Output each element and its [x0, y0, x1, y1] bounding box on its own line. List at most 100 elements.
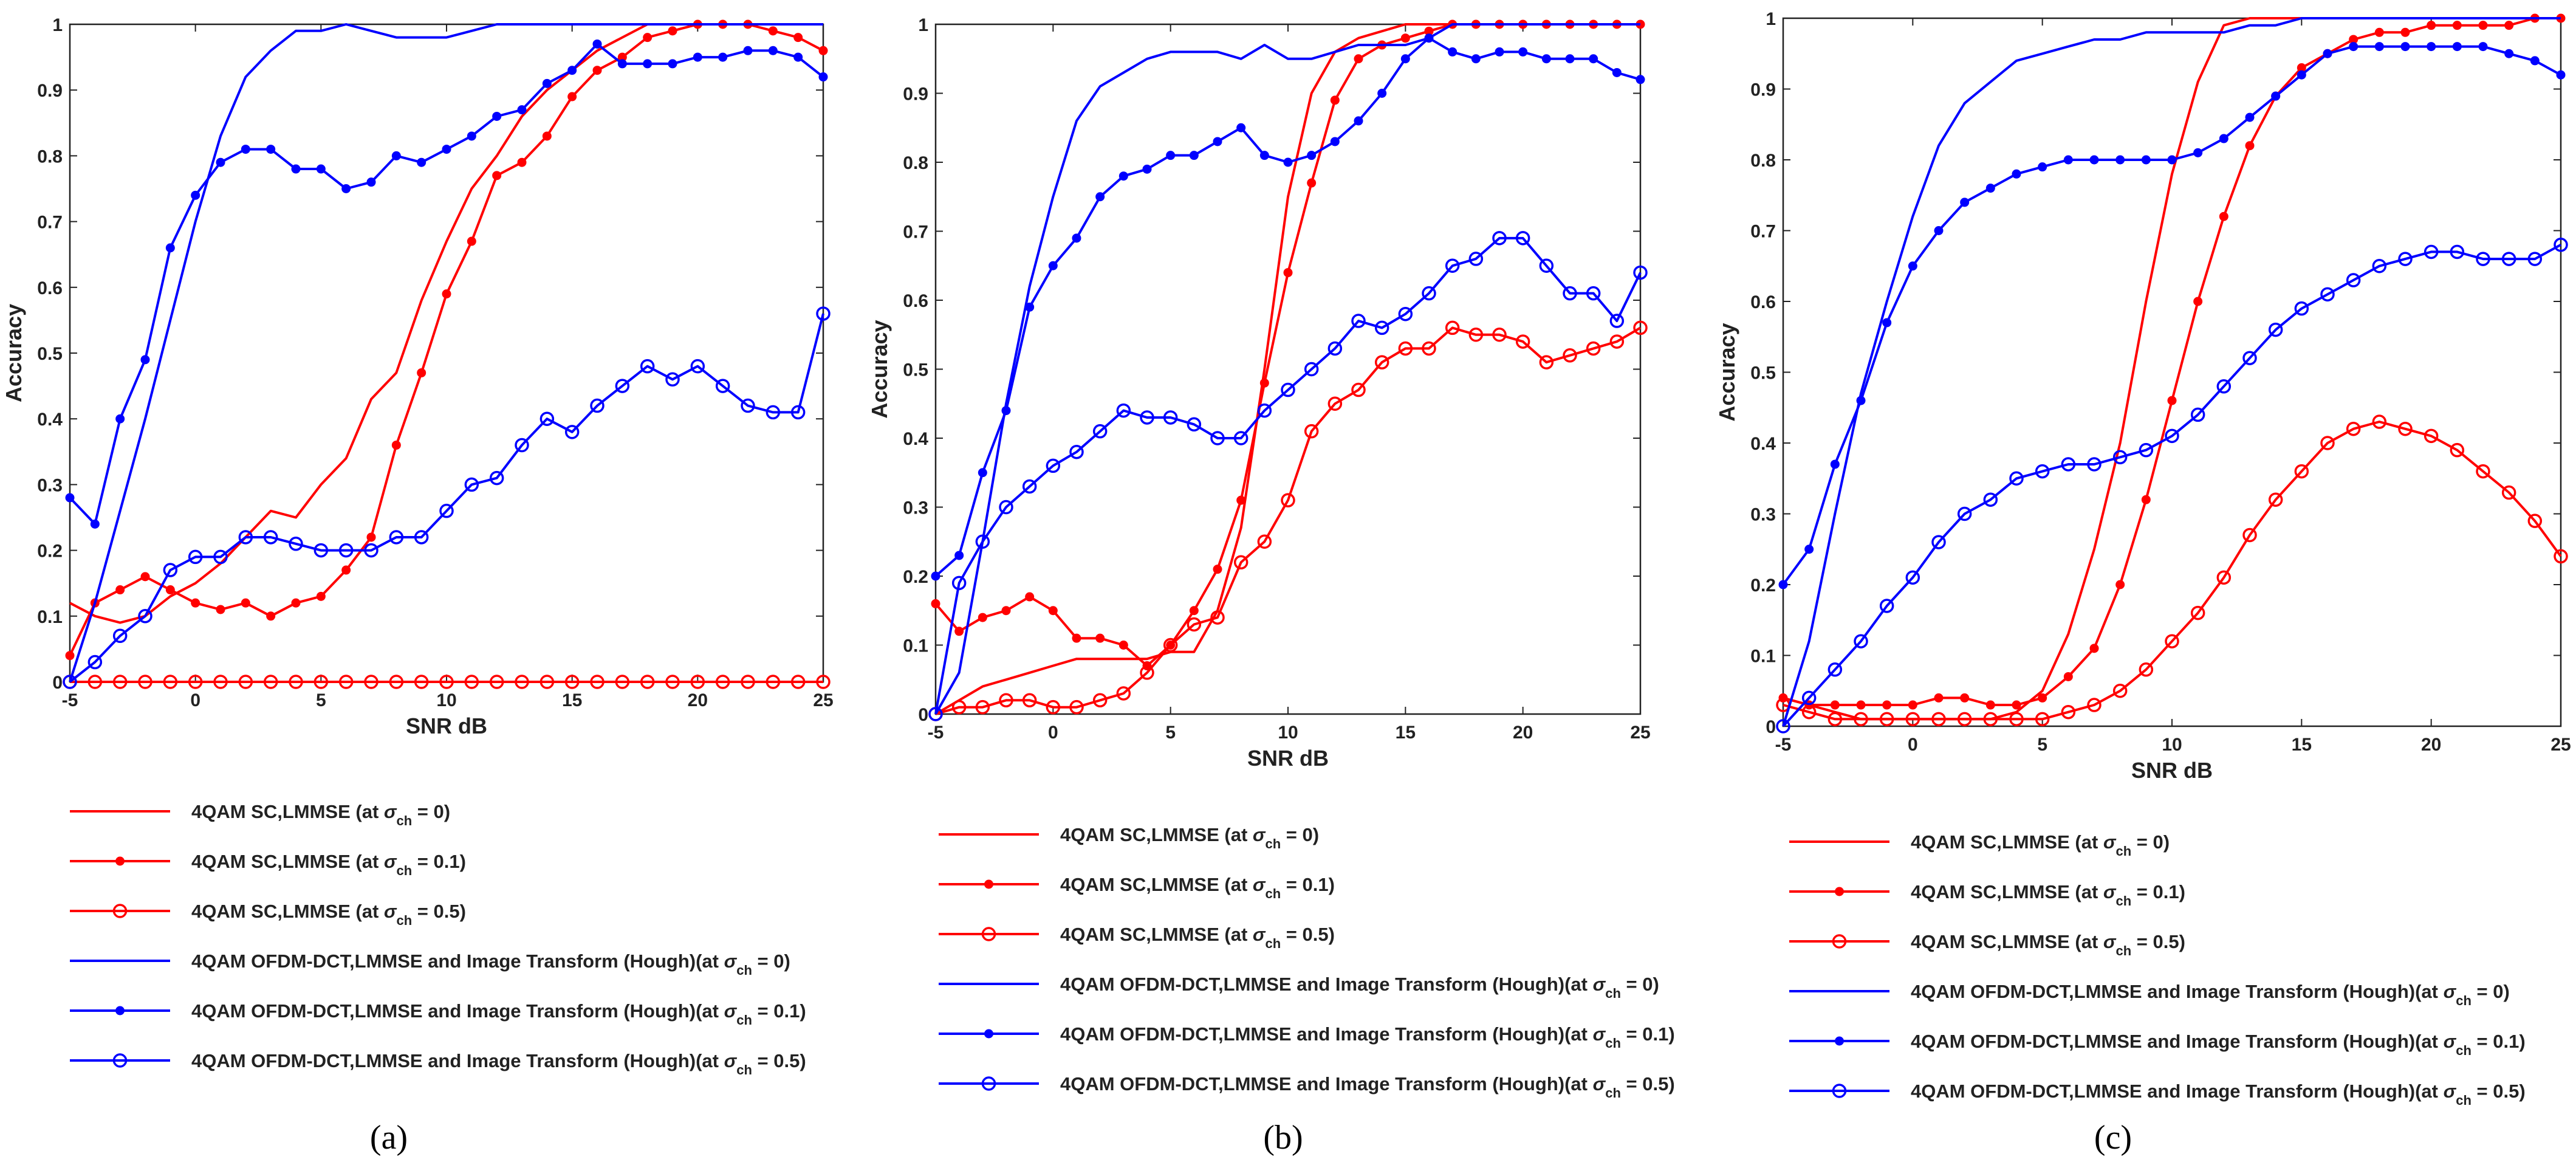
data-point [1116, 403, 1131, 418]
legend-entry: 4QAM OFDM-DCT,LMMSE and Image Transform … [70, 950, 790, 978]
data-point [1957, 506, 1972, 521]
y-tick-label: 0.8 [1750, 151, 1776, 171]
data-point [1069, 699, 1084, 715]
y-tick-label: 0.8 [37, 146, 63, 167]
y-tick-label: 0.6 [903, 291, 928, 311]
data-point [266, 145, 276, 154]
data-point [188, 549, 203, 565]
data-point [615, 379, 630, 393]
data-point [2400, 27, 2410, 37]
data-point [2035, 712, 2050, 727]
data-point [1163, 637, 1178, 653]
data-point [2009, 471, 2024, 486]
data-point [2452, 42, 2462, 52]
data-point [338, 543, 354, 558]
series-4 [65, 39, 828, 529]
data-point [163, 675, 178, 689]
data-point [592, 39, 602, 49]
data-point [741, 398, 755, 413]
chart-panel-a: 00.10.20.30.40.50.60.70.80.91-5 0 5 10 15 20 2… [1, 15, 834, 1156]
data-point [668, 26, 677, 36]
data-point [2139, 442, 2154, 458]
data-point [2450, 244, 2465, 259]
data-point [1905, 570, 1920, 585]
data-point [364, 675, 379, 689]
data-point [1565, 54, 1575, 64]
data-point [1259, 378, 1269, 388]
data-point [2294, 464, 2309, 479]
plot-frame [69, 23, 824, 683]
data-point [1092, 693, 1108, 708]
data-point [515, 438, 529, 453]
y-tick-label: 0.8 [903, 153, 928, 173]
data-point [766, 675, 781, 689]
data-point [289, 675, 303, 689]
legend-entry: 4QAM SC,LMMSE (at σch = 0.5) [70, 901, 466, 928]
y-tick-label: 0.2 [37, 541, 63, 562]
legend-label: 4QAM SC,LMMSE (at σch = 0.5) [1060, 924, 1335, 951]
x-tick-label: -5 [62, 690, 78, 710]
data-point [790, 405, 806, 420]
data-point [213, 549, 228, 565]
data-point [665, 372, 680, 387]
legend-label: 4QAM OFDM-DCT,LMMSE and Image Transform … [191, 950, 790, 978]
y-tick-label: 0.1 [903, 636, 928, 656]
data-point [643, 33, 653, 43]
data-point [2400, 42, 2410, 52]
data-point [640, 675, 655, 689]
data-point [316, 591, 326, 601]
data-point [1633, 320, 1648, 335]
data-point [1445, 320, 1460, 335]
data-point [2089, 155, 2099, 165]
data-point [1471, 54, 1481, 64]
data-point [1854, 634, 1868, 648]
data-point [2242, 528, 2257, 543]
data-point [391, 151, 401, 160]
data-point [766, 405, 781, 420]
data-point [213, 675, 228, 689]
x-tick-label: 5 [316, 690, 326, 710]
series-3 [1782, 17, 2561, 727]
data-point [1957, 712, 1972, 727]
data-point [1908, 700, 1917, 710]
data-point [2374, 42, 2384, 52]
y-tick-label: 0.1 [37, 607, 63, 627]
data-point [389, 675, 404, 689]
data-point [1095, 633, 1105, 643]
data-point [2346, 421, 2361, 436]
data-point [2427, 21, 2436, 30]
y-tick-label: 1 [918, 15, 928, 35]
data-point [291, 598, 301, 608]
data-point [2061, 704, 2076, 720]
series-4 [931, 33, 1645, 581]
data-point [2297, 70, 2306, 80]
data-point [1468, 328, 1484, 342]
data-point [1140, 410, 1154, 425]
data-point [1539, 355, 1554, 369]
data-point [1879, 712, 1894, 727]
data-point [467, 131, 476, 141]
y-tick-label: 0.2 [903, 567, 928, 587]
legend-label: 4QAM OFDM-DCT,LMMSE and Image Transform … [1911, 1031, 2526, 1058]
data-point [1612, 67, 1622, 77]
x-tick-label: -5 [1775, 735, 1792, 755]
data-point [1046, 699, 1061, 715]
data-point [590, 398, 605, 413]
series-line [935, 326, 1642, 715]
x-tick-label: 25 [1630, 723, 1650, 743]
y-tick-label: 0.5 [37, 344, 63, 364]
data-point [313, 543, 329, 558]
data-point [389, 530, 404, 545]
plot-frame [934, 23, 1642, 715]
data-point [191, 598, 200, 608]
data-point [931, 599, 940, 608]
data-point [2398, 421, 2413, 436]
x-tick-label: -5 [928, 723, 944, 743]
data-point [1142, 164, 1152, 174]
data-point [928, 707, 943, 721]
data-point [2476, 252, 2490, 266]
x-tick-label: 0 [190, 690, 200, 710]
data-point [542, 78, 552, 88]
legend-entry: 4QAM OFDM-DCT,LMMSE and Image Transform … [70, 1050, 806, 1077]
data-point [1213, 137, 1222, 146]
